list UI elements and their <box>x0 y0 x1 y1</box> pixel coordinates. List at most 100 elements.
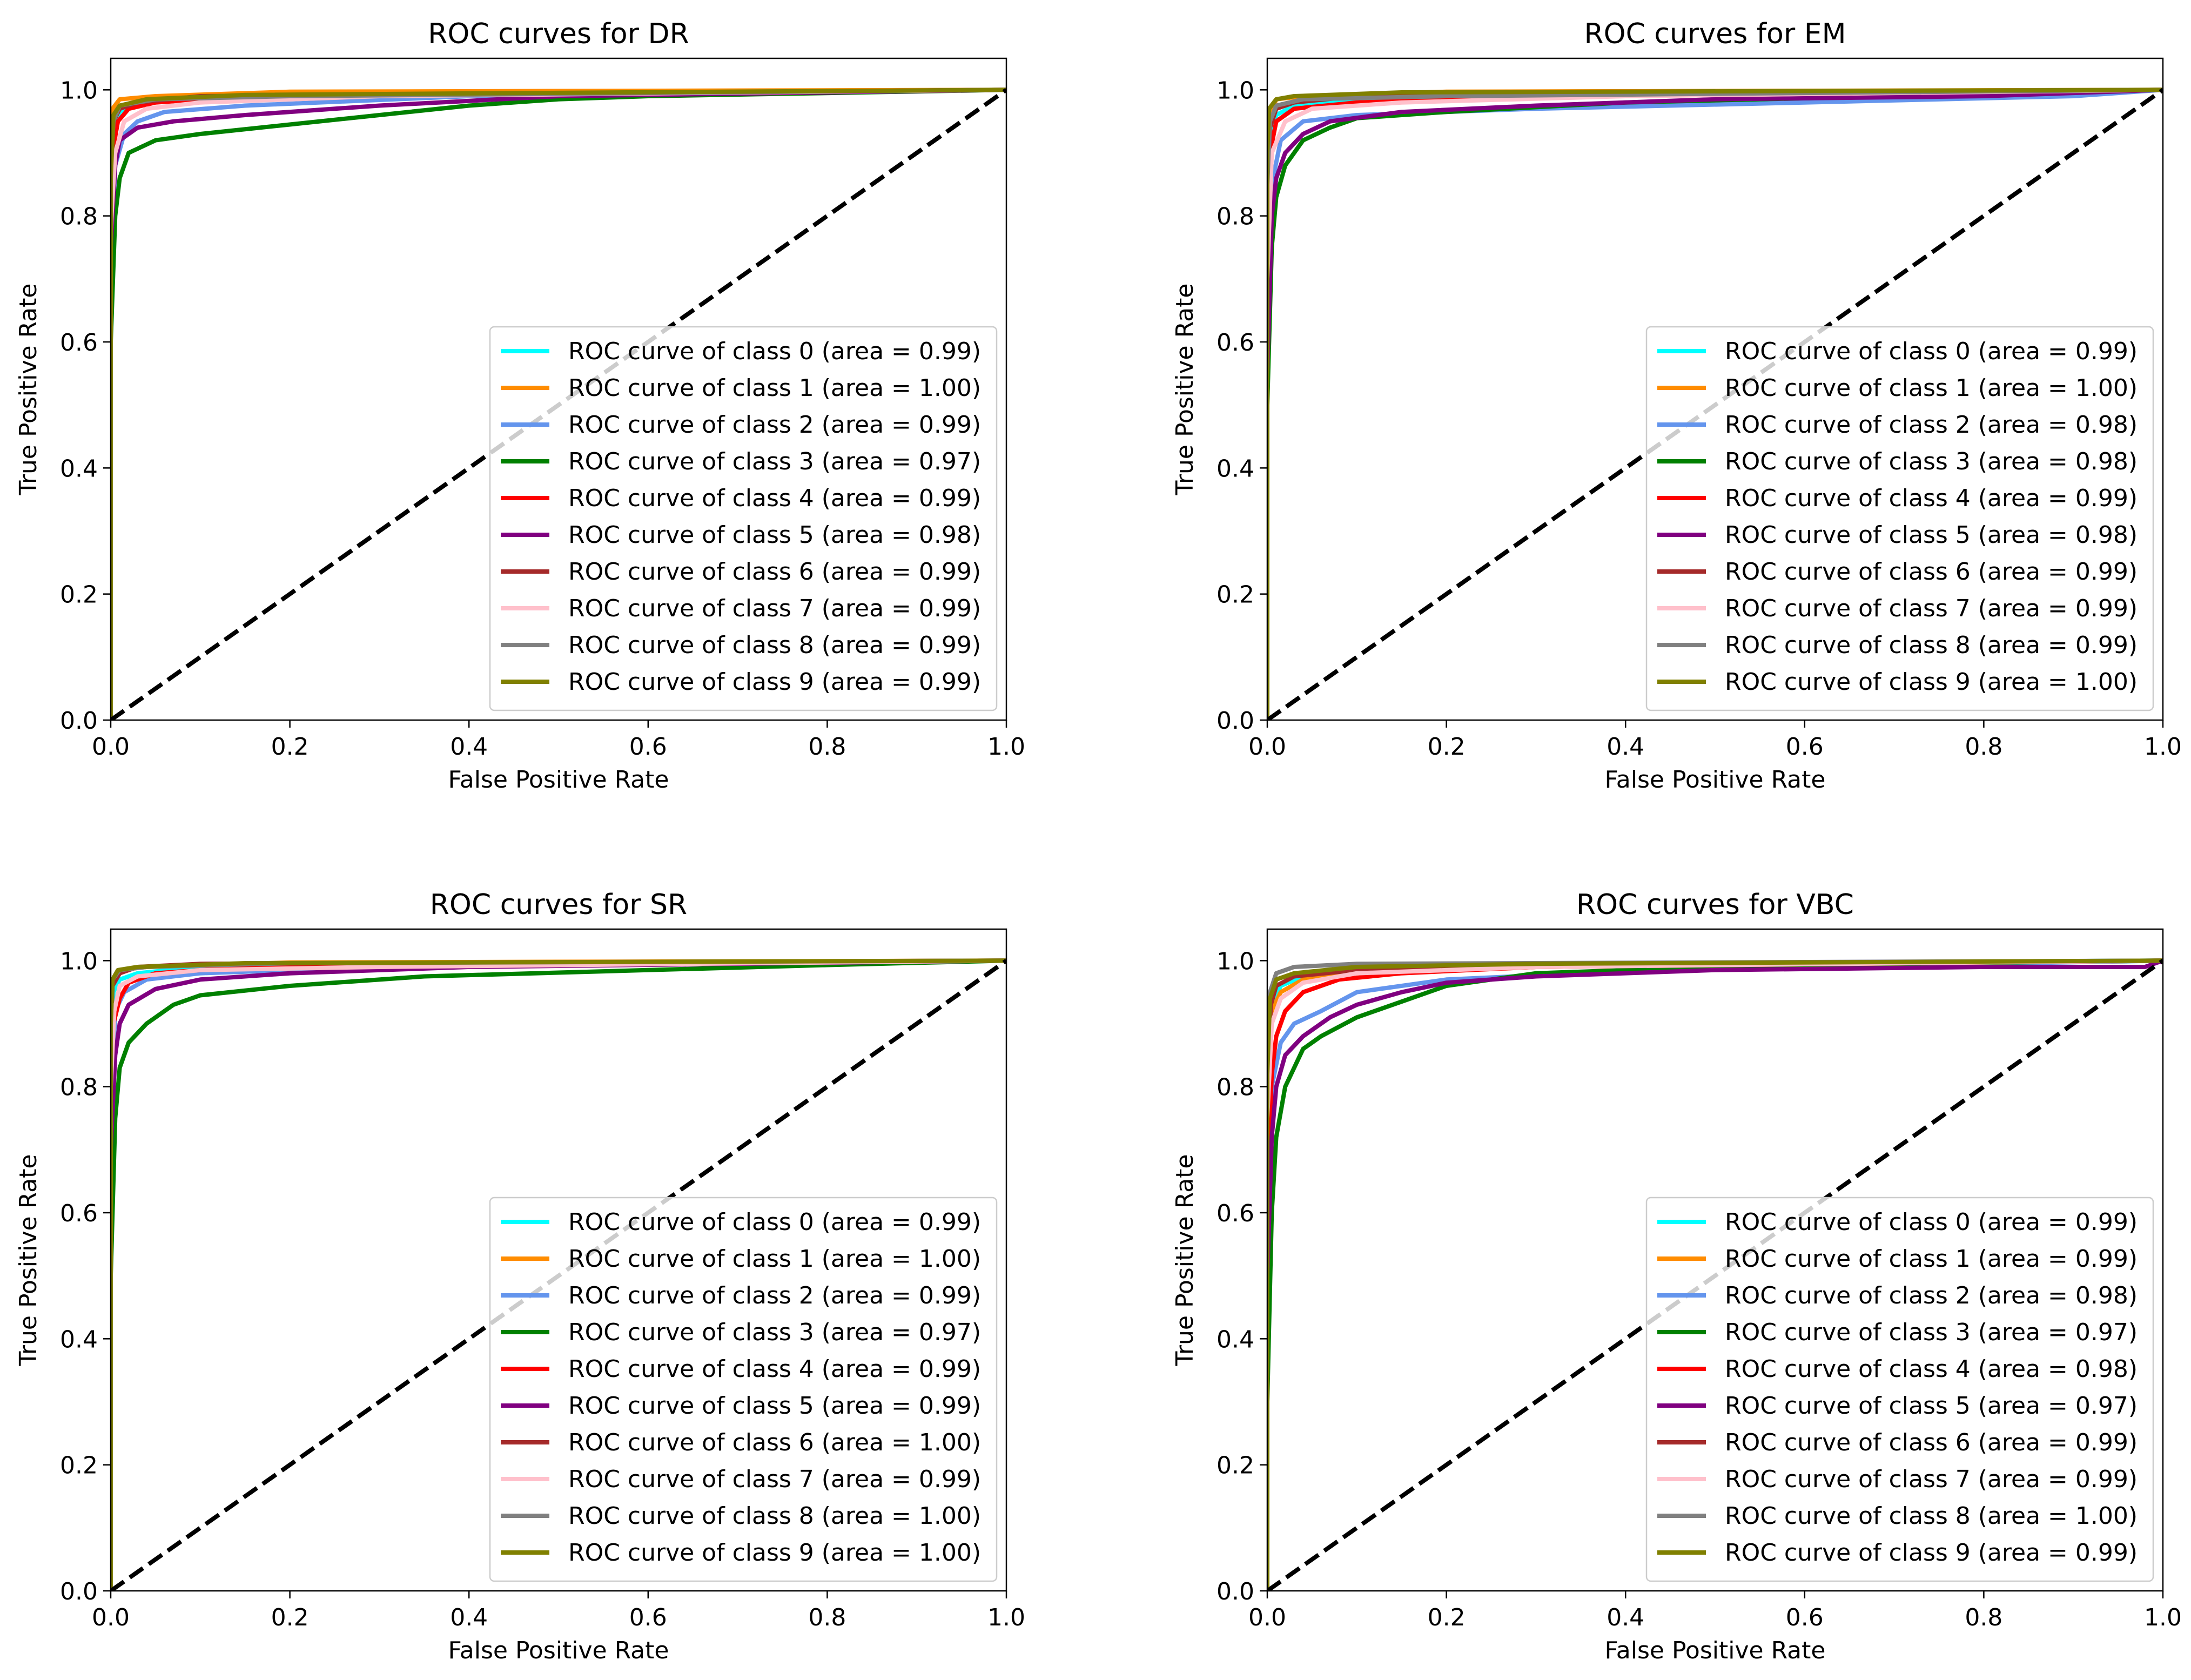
legend-label-class-7: ROC curve of class 7 (area = 0.99) <box>1725 595 2138 622</box>
roc-curve-class-9 <box>1267 88 2163 720</box>
y-tick-label: 0.0 <box>60 707 98 735</box>
legend-label-class-4: ROC curve of class 4 (area = 0.99) <box>1725 485 2138 512</box>
x-axis-label: False Positive Rate <box>448 1637 669 1664</box>
legend-label-class-1: ROC curve of class 1 (area = 0.99) <box>1725 1245 2138 1273</box>
x-axis-label: False Positive Rate <box>448 766 669 794</box>
chart-panel-1: ROC curves for EM 0.0 0.2 0.4 0.6 0.8 1.0 0.0 0.… <box>1171 18 2182 794</box>
x-tick-label: 1.0 <box>2144 733 2182 761</box>
legend-label-class-9: ROC curve of class 9 (area = 1.00) <box>1725 668 2138 696</box>
legend-label-class-5: ROC curve of class 5 (area = 0.98) <box>568 521 981 549</box>
x-tick-label: 0.2 <box>271 733 309 761</box>
y-tick-label: 0.4 <box>60 1326 98 1353</box>
x-tick-label: 1.0 <box>987 1604 1025 1631</box>
x-tick-label: 1.0 <box>2144 1604 2182 1631</box>
x-tick-label: 0.0 <box>1248 733 1286 761</box>
legend-label-class-1: ROC curve of class 1 (area = 1.00) <box>1725 374 2138 402</box>
x-tick-label: 0.4 <box>1607 1604 1644 1631</box>
roc-curve-class-9 <box>111 88 1006 720</box>
legend-label-class-6: ROC curve of class 6 (area = 0.99) <box>1725 558 2138 586</box>
y-tick-label: 0.0 <box>1217 707 1254 735</box>
x-tick-label: 0.0 <box>92 1604 130 1631</box>
legend: ROC curve of class 0 (area = 0.99) ROC cu… <box>1645 1197 2154 1582</box>
chart-title: ROC curves for EM <box>1584 18 1846 50</box>
legend-label-class-6: ROC curve of class 6 (area = 0.99) <box>568 558 981 586</box>
y-tick-label: 0.4 <box>1217 455 1254 482</box>
roc-curve-class-5 <box>1267 958 2163 1591</box>
y-tick-label: 1.0 <box>1217 77 1254 104</box>
roc-curve-class-1 <box>111 88 1006 720</box>
y-tick-label: 0.6 <box>60 329 98 357</box>
legend-label-class-2: ROC curve of class 2 (area = 0.99) <box>568 411 981 439</box>
y-tick-label: 0.8 <box>1217 203 1254 231</box>
legend-label-class-2: ROC curve of class 2 (area = 0.98) <box>1725 411 2138 439</box>
legend: ROC curve of class 0 (area = 0.99) ROC cu… <box>489 1197 998 1582</box>
x-tick-label: 0.2 <box>1428 733 1466 761</box>
legend-box <box>489 1197 998 1582</box>
chart-title: ROC curves for DR <box>428 18 689 50</box>
x-tick-label: 0.0 <box>92 733 130 761</box>
legend-box <box>489 326 998 711</box>
x-tick-label: 0.8 <box>1965 1604 2002 1631</box>
legend-label-class-8: ROC curve of class 8 (area = 1.00) <box>568 1502 981 1530</box>
plot-frame <box>1266 57 2164 721</box>
roc-curve-class-5 <box>1267 88 2163 720</box>
legend-label-class-9: ROC curve of class 9 (area = 0.99) <box>1725 1539 2138 1567</box>
x-tick-label: 0.6 <box>1786 733 1824 761</box>
x-tick-label: 0.8 <box>808 1604 846 1631</box>
y-tick-label: 0.4 <box>60 455 98 482</box>
legend-label-class-6: ROC curve of class 6 (area = 0.99) <box>1725 1429 2138 1456</box>
legend-label-class-0: ROC curve of class 0 (area = 0.99) <box>1725 338 2138 365</box>
legend-label-class-5: ROC curve of class 5 (area = 0.97) <box>1725 1392 2138 1420</box>
roc-curve-class-3 <box>111 958 1006 1591</box>
x-tick-label: 0.2 <box>1428 1604 1466 1631</box>
chart-title: ROC curves for VBC <box>1576 889 1854 921</box>
x-tick-label: 0.8 <box>808 733 846 761</box>
x-tick-label: 1.0 <box>987 733 1025 761</box>
legend-label-class-3: ROC curve of class 3 (area = 0.97) <box>568 448 981 475</box>
y-tick-label: 0.0 <box>1217 1578 1254 1605</box>
legend-label-class-1: ROC curve of class 1 (area = 1.00) <box>568 1245 981 1273</box>
legend-label-class-5: ROC curve of class 5 (area = 0.98) <box>1725 521 2138 549</box>
legend-label-class-3: ROC curve of class 3 (area = 0.97) <box>568 1319 981 1346</box>
legend-label-class-2: ROC curve of class 2 (area = 0.98) <box>1725 1282 2138 1309</box>
chart-panel-3: ROC curves for VBC 0.0 0.2 0.4 0.6 0.8 1.0 0.0 0… <box>1171 889 2182 1664</box>
legend: ROC curve of class 0 (area = 0.99) ROC cu… <box>1645 326 2154 711</box>
legend-box <box>1645 326 2154 711</box>
x-axis-label: False Positive Rate <box>1605 766 1826 794</box>
x-tick-label: 0.4 <box>450 1604 488 1631</box>
chart-panel-0: ROC curves for DR 0.0 0.2 0.4 0.6 0.8 1.0 0.0 0.… <box>15 18 1025 794</box>
legend-label-class-8: ROC curve of class 8 (area = 0.99) <box>568 631 981 659</box>
y-tick-label: 0.8 <box>60 203 98 231</box>
legend-box <box>1645 1197 2154 1582</box>
legend-label-class-0: ROC curve of class 0 (area = 0.99) <box>568 1208 981 1236</box>
y-axis-label: True Positive Rate <box>15 1154 42 1367</box>
legend-label-class-8: ROC curve of class 8 (area = 0.99) <box>1725 631 2138 659</box>
chart-title: ROC curves for SR <box>430 889 687 921</box>
legend-label-class-3: ROC curve of class 3 (area = 0.97) <box>1725 1319 2138 1346</box>
y-tick-label: 0.6 <box>1217 1200 1254 1227</box>
legend-label-class-9: ROC curve of class 9 (area = 0.99) <box>568 668 981 696</box>
y-tick-label: 0.0 <box>60 1578 98 1605</box>
y-tick-label: 0.2 <box>1217 581 1254 609</box>
x-tick-label: 0.6 <box>629 733 667 761</box>
legend-label-class-7: ROC curve of class 7 (area = 0.99) <box>568 595 981 622</box>
y-tick-label: 1.0 <box>60 947 98 975</box>
x-axis-label: False Positive Rate <box>1605 1637 1826 1664</box>
y-tick-label: 0.4 <box>1217 1326 1254 1353</box>
roc-curve-class-9 <box>111 958 1006 1591</box>
roc-curve-class-8 <box>1267 958 2163 1591</box>
y-axis-label: True Positive Rate <box>1171 1154 1199 1367</box>
x-tick-label: 0.4 <box>450 733 488 761</box>
roc-curve-class-3 <box>1267 958 2163 1591</box>
plot-frame <box>110 57 1007 721</box>
y-tick-label: 0.2 <box>60 581 98 609</box>
legend-label-class-3: ROC curve of class 3 (area = 0.98) <box>1725 448 2138 475</box>
y-tick-label: 0.8 <box>1217 1074 1254 1101</box>
legend-label-class-0: ROC curve of class 0 (area = 0.99) <box>568 338 981 365</box>
x-tick-label: 0.4 <box>1607 733 1644 761</box>
y-axis-label: True Positive Rate <box>1171 284 1199 496</box>
legend-label-class-9: ROC curve of class 9 (area = 1.00) <box>568 1539 981 1567</box>
x-tick-label: 0.2 <box>271 1604 309 1631</box>
y-tick-label: 0.2 <box>60 1452 98 1480</box>
legend-label-class-4: ROC curve of class 4 (area = 0.99) <box>568 1355 981 1383</box>
